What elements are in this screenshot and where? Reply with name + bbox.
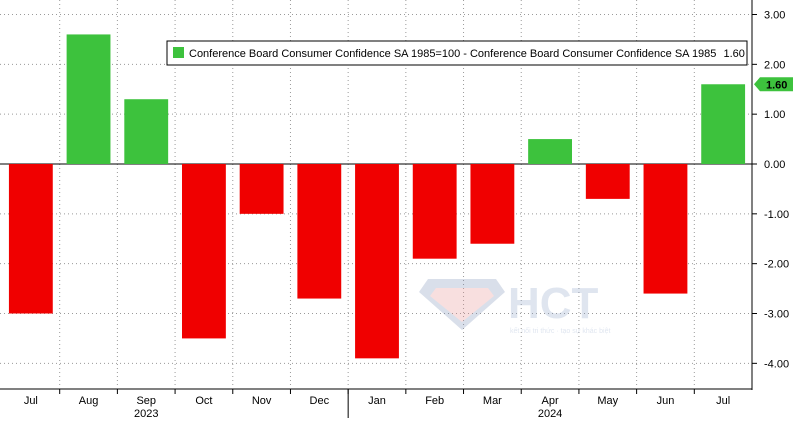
legend-series-name: Conference Board Consumer Confidence SA …	[189, 48, 716, 60]
last-value-badge: 1.60	[754, 77, 793, 92]
bars	[8, 34, 746, 359]
watermark-brand: HCT	[508, 279, 599, 328]
hct-logo-icon	[419, 279, 505, 330]
y-tick-label: -3.00	[764, 309, 789, 321]
legend-label: Conference Board Consumer Confidence SA …	[189, 48, 745, 60]
bar	[355, 164, 399, 359]
y-tick-label: 0.00	[764, 159, 785, 171]
bar	[8, 164, 53, 314]
legend-swatch	[173, 47, 184, 58]
y-tick-label: -4.00	[764, 358, 789, 370]
x-tick-label: Jul	[24, 395, 38, 407]
x-tick-label: Apr	[542, 395, 559, 407]
y-tick-label: -2.00	[764, 259, 789, 271]
hct-watermark: HCT kết nối tri thức · tạo sự khác biệt	[419, 279, 610, 335]
legend: Conference Board Consumer Confidence SA …	[166, 40, 748, 66]
year-labels: 2023 2024	[134, 408, 562, 420]
last-value-badge-text: 1.60	[766, 79, 787, 91]
bar	[470, 164, 515, 244]
x-tick-label: Oct	[195, 395, 212, 407]
bar	[297, 164, 342, 299]
y-axis-ticks: 3.00 2.00 1.00 0.00 -1.00 -2.00 -3.00 -4.00	[752, 10, 789, 370]
bar	[239, 164, 284, 214]
x-tick-label: Aug	[79, 395, 99, 407]
legend-last-value: 1.60	[723, 48, 744, 60]
year-label: 2023	[134, 408, 158, 420]
year-label: 2024	[538, 408, 562, 420]
x-tick-label: Mar	[483, 395, 502, 407]
bar	[66, 34, 111, 164]
x-tick-label: Dec	[310, 395, 330, 407]
y-tick-label: 2.00	[764, 59, 785, 71]
bar	[585, 164, 630, 199]
x-axis-labels: Jul Aug Sep Oct Nov Dec Jan Feb Mar Apr May Jun Jul	[24, 389, 730, 418]
bar	[182, 164, 226, 339]
x-tick-label: May	[597, 395, 618, 407]
y-tick-label: 1.00	[764, 109, 785, 121]
legend-box	[166, 40, 748, 66]
x-tick-label: Jun	[657, 395, 675, 407]
x-tick-label: Jul	[716, 395, 730, 407]
bar	[701, 84, 746, 164]
y-tick-label: 3.00	[764, 10, 785, 22]
watermark-tagline: kết nối tri thức · tạo sự khác biệt	[510, 326, 610, 335]
x-tick-label: Nov	[252, 395, 272, 407]
x-tick-label: Jan	[368, 395, 386, 407]
bar	[528, 139, 572, 164]
x-tick-label: Feb	[425, 395, 444, 407]
y-tick-label: -1.00	[764, 209, 789, 221]
bar	[643, 164, 688, 294]
x-tick-label: Sep	[136, 395, 156, 407]
bar	[124, 99, 169, 164]
bar	[412, 164, 457, 259]
